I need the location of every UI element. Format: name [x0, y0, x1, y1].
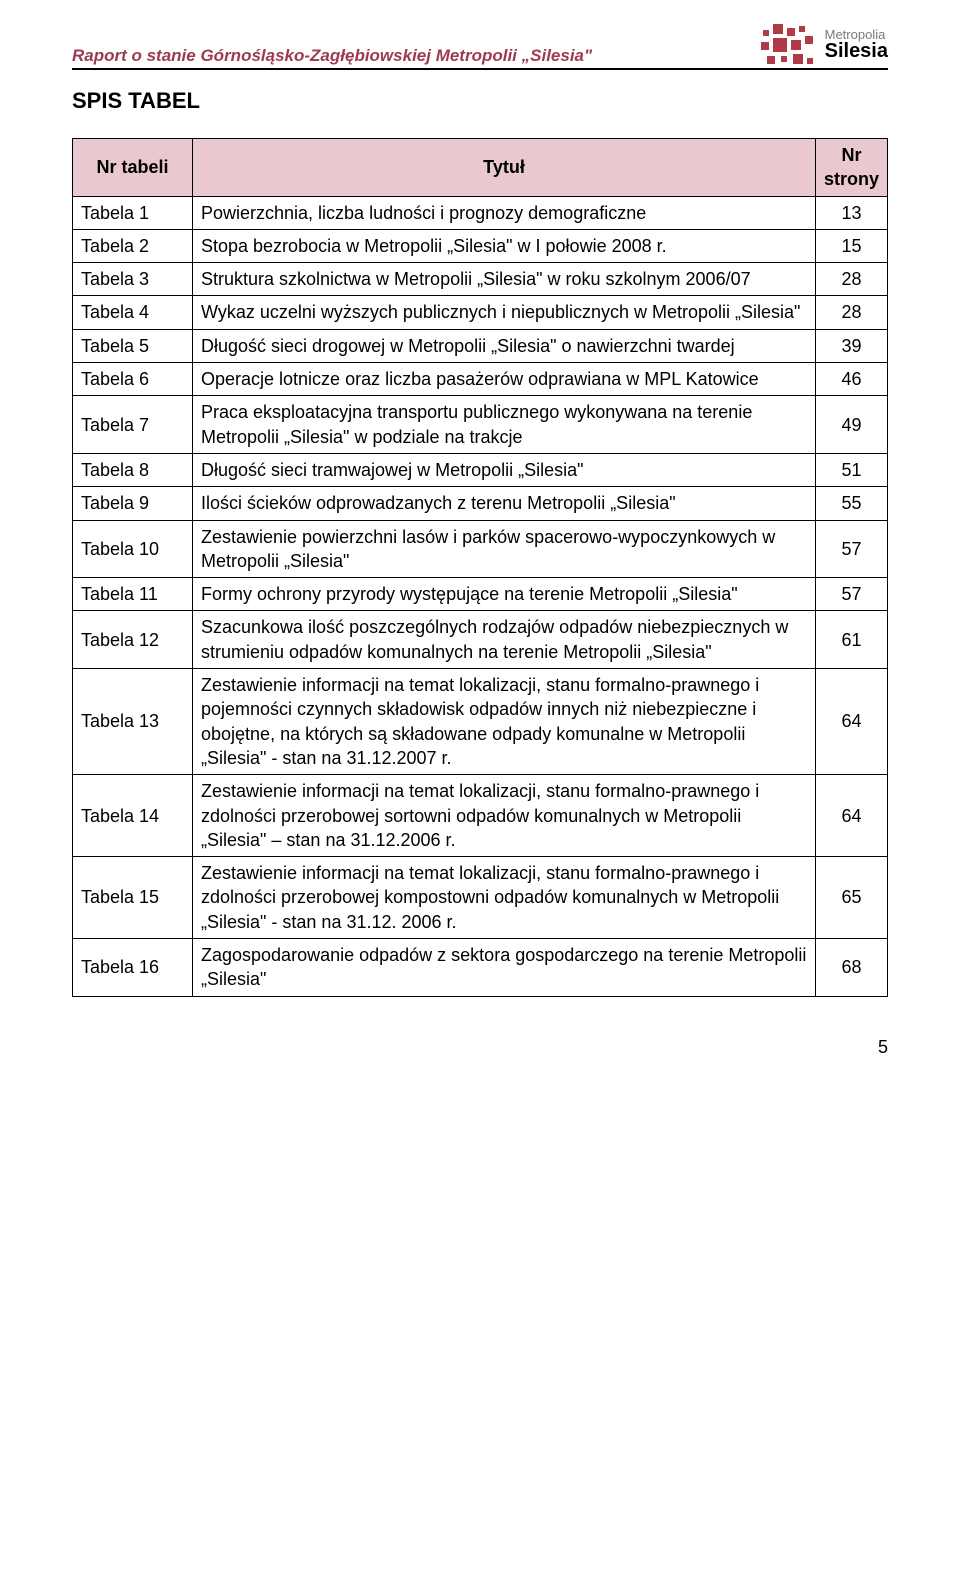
- cell-id: Tabela 6: [73, 363, 193, 396]
- section-title: SPIS TABEL: [72, 88, 888, 114]
- logo-text-bottom: Silesia: [825, 41, 888, 62]
- cell-title: Formy ochrony przyrody występujące na te…: [193, 578, 816, 611]
- cell-id: Tabela 7: [73, 396, 193, 454]
- logo: Metropolia Silesia: [761, 24, 888, 66]
- cell-title: Długość sieci drogowej w Metropolii „Sil…: [193, 329, 816, 362]
- cell-title: Wykaz uczelni wyższych publicznych i nie…: [193, 296, 816, 329]
- cell-page: 49: [816, 396, 888, 454]
- document-header: Raport o stanie Górnośląsko-Zagłębiowski…: [72, 24, 888, 70]
- cell-id: Tabela 15: [73, 857, 193, 939]
- logo-mark-icon: [761, 24, 817, 66]
- table-row: Tabela 2Stopa bezrobocia w Metropolii „S…: [73, 229, 888, 262]
- table-row: Tabela 1Powierzchnia, liczba ludności i …: [73, 196, 888, 229]
- cell-title: Zestawienie powierzchni lasów i parków s…: [193, 520, 816, 578]
- cell-title: Zestawienie informacji na temat lokaliza…: [193, 669, 816, 775]
- cell-title: Operacje lotnicze oraz liczba pasażerów …: [193, 363, 816, 396]
- cell-page: 39: [816, 329, 888, 362]
- cell-title: Zestawienie informacji na temat lokaliza…: [193, 775, 816, 857]
- cell-page: 57: [816, 520, 888, 578]
- cell-page: 51: [816, 453, 888, 486]
- cell-id: Tabela 13: [73, 669, 193, 775]
- cell-id: Tabela 1: [73, 196, 193, 229]
- cell-title: Powierzchnia, liczba ludności i prognozy…: [193, 196, 816, 229]
- table-row: Tabela 11Formy ochrony przyrody występuj…: [73, 578, 888, 611]
- table-row: Tabela 8Długość sieci tramwajowej w Metr…: [73, 453, 888, 486]
- cell-title: Zagospodarowanie odpadów z sektora gospo…: [193, 939, 816, 997]
- table-row: Tabela 3Struktura szkolnictwa w Metropol…: [73, 263, 888, 296]
- cell-page: 68: [816, 939, 888, 997]
- cell-id: Tabela 4: [73, 296, 193, 329]
- page-number: 5: [72, 1037, 888, 1058]
- table-row: Tabela 10Zestawienie powierzchni lasów i…: [73, 520, 888, 578]
- cell-id: Tabela 8: [73, 453, 193, 486]
- table-row: Tabela 5Długość sieci drogowej w Metropo…: [73, 329, 888, 362]
- cell-id: Tabela 11: [73, 578, 193, 611]
- table-row: Tabela 6Operacje lotnicze oraz liczba pa…: [73, 363, 888, 396]
- cell-id: Tabela 12: [73, 611, 193, 669]
- cell-page: 28: [816, 263, 888, 296]
- table-row: Tabela 7Praca eksploatacyjna transportu …: [73, 396, 888, 454]
- cell-id: Tabela 16: [73, 939, 193, 997]
- cell-id: Tabela 14: [73, 775, 193, 857]
- table-row: Tabela 14Zestawienie informacji na temat…: [73, 775, 888, 857]
- cell-id: Tabela 5: [73, 329, 193, 362]
- cell-title: Struktura szkolnictwa w Metropolii „Sile…: [193, 263, 816, 296]
- cell-id: Tabela 10: [73, 520, 193, 578]
- cell-page: 64: [816, 775, 888, 857]
- cell-page: 65: [816, 857, 888, 939]
- tables-index: Nr tabeli Tytuł Nr strony Tabela 1Powier…: [72, 138, 888, 997]
- table-row: Tabela 9Ilości ścieków odprowadzanych z …: [73, 487, 888, 520]
- cell-title: Zestawienie informacji na temat lokaliza…: [193, 857, 816, 939]
- cell-id: Tabela 2: [73, 229, 193, 262]
- cell-title: Długość sieci tramwajowej w Metropolii „…: [193, 453, 816, 486]
- cell-page: 13: [816, 196, 888, 229]
- table-row: Tabela 4Wykaz uczelni wyższych publiczny…: [73, 296, 888, 329]
- table-row: Tabela 12Szacunkowa ilość poszczególnych…: [73, 611, 888, 669]
- cell-title: Ilości ścieków odprowadzanych z terenu M…: [193, 487, 816, 520]
- cell-page: 46: [816, 363, 888, 396]
- table-row: Tabela 15Zestawienie informacji na temat…: [73, 857, 888, 939]
- col-header-page: Nr strony: [816, 139, 888, 197]
- table-header-row: Nr tabeli Tytuł Nr strony: [73, 139, 888, 197]
- cell-id: Tabela 9: [73, 487, 193, 520]
- table-row: Tabela 13Zestawienie informacji na temat…: [73, 669, 888, 775]
- cell-page: 15: [816, 229, 888, 262]
- cell-page: 28: [816, 296, 888, 329]
- cell-title: Praca eksploatacyjna transportu publiczn…: [193, 396, 816, 454]
- cell-title: Szacunkowa ilość poszczególnych rodzajów…: [193, 611, 816, 669]
- cell-page: 55: [816, 487, 888, 520]
- col-header-id: Nr tabeli: [73, 139, 193, 197]
- page: Raport o stanie Górnośląsko-Zagłębiowski…: [0, 0, 960, 1082]
- cell-page: 61: [816, 611, 888, 669]
- table-row: Tabela 16Zagospodarowanie odpadów z sekt…: [73, 939, 888, 997]
- report-title: Raport o stanie Górnośląsko-Zagłębiowski…: [72, 46, 761, 66]
- col-header-title: Tytuł: [193, 139, 816, 197]
- cell-id: Tabela 3: [73, 263, 193, 296]
- cell-page: 64: [816, 669, 888, 775]
- logo-text: Metropolia Silesia: [825, 28, 888, 63]
- logo-text-top: Metropolia: [825, 28, 888, 42]
- cell-title: Stopa bezrobocia w Metropolii „Silesia" …: [193, 229, 816, 262]
- cell-page: 57: [816, 578, 888, 611]
